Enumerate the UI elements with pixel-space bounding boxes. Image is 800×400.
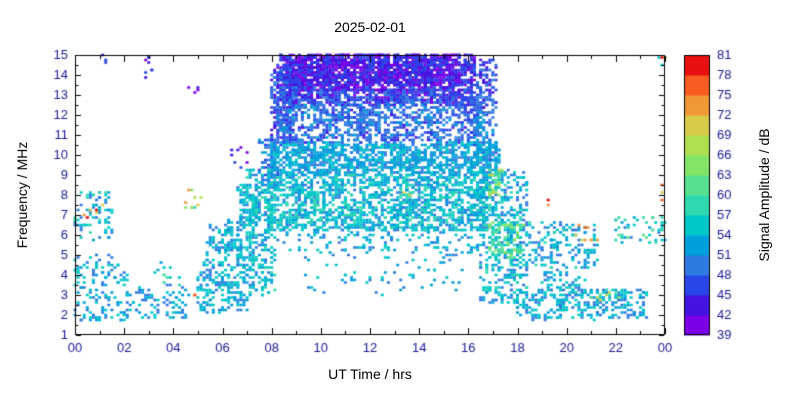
- y-axis-label: Frequency / MHz: [14, 141, 30, 249]
- chart-title: 2025-02-01: [334, 19, 406, 35]
- colorbar-label: Signal Amplitude / dB: [756, 128, 772, 262]
- x-axis-label: UT Time / hrs: [328, 366, 412, 382]
